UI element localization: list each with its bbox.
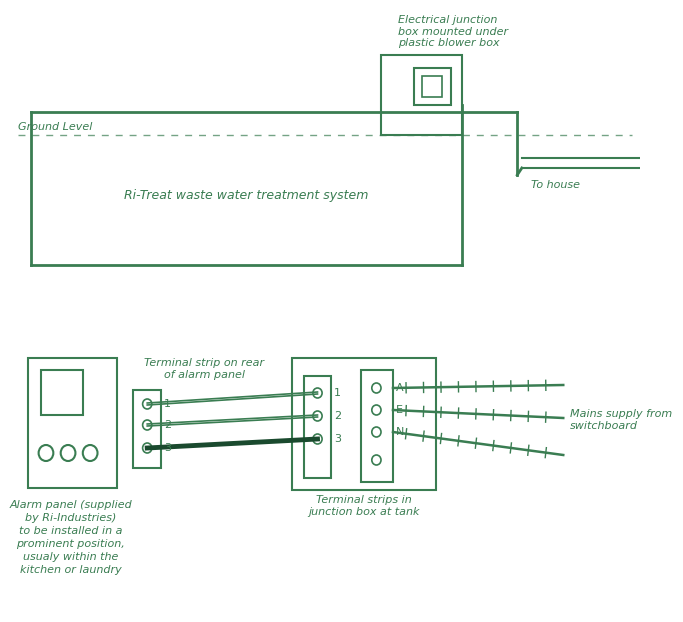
Text: Alarm panel (supplied: Alarm panel (supplied — [10, 500, 133, 510]
Text: Mains supply from
switchboard: Mains supply from switchboard — [570, 409, 672, 431]
Text: Electrical junction
box mounted under
plastic blower box: Electrical junction box mounted under pl… — [398, 15, 507, 48]
Text: 1: 1 — [334, 388, 341, 398]
Text: To house: To house — [531, 180, 580, 190]
Bar — [133, 390, 161, 468]
Text: Terminal strips in
junction box at tank: Terminal strips in junction box at tank — [308, 495, 419, 517]
Bar — [27, 358, 117, 488]
Text: 1: 1 — [164, 399, 171, 409]
Bar — [304, 376, 331, 478]
Bar — [361, 370, 393, 482]
Bar — [42, 370, 83, 415]
Text: prominent position,: prominent position, — [16, 539, 125, 549]
Text: Ground Level: Ground Level — [18, 122, 93, 132]
Text: E: E — [395, 405, 403, 415]
Text: A: A — [395, 383, 404, 393]
Text: usualy within the: usualy within the — [23, 552, 119, 562]
Text: Terminal strip on rear
of alarm panel: Terminal strip on rear of alarm panel — [144, 358, 264, 379]
Bar — [414, 68, 451, 105]
Text: by Ri-Industries): by Ri-Industries) — [25, 513, 117, 523]
Text: 2: 2 — [164, 420, 171, 430]
Bar — [381, 55, 462, 135]
Text: 2: 2 — [334, 411, 342, 421]
Text: kitchen or laundry: kitchen or laundry — [20, 565, 122, 575]
Text: N: N — [395, 427, 404, 437]
Bar — [422, 76, 442, 97]
Text: 3: 3 — [334, 434, 341, 444]
Text: 3: 3 — [164, 443, 171, 453]
Text: Ri-Treat waste water treatment system: Ri-Treat waste water treatment system — [124, 188, 368, 202]
Bar — [292, 358, 436, 490]
Text: to be installed in a: to be installed in a — [19, 526, 122, 536]
